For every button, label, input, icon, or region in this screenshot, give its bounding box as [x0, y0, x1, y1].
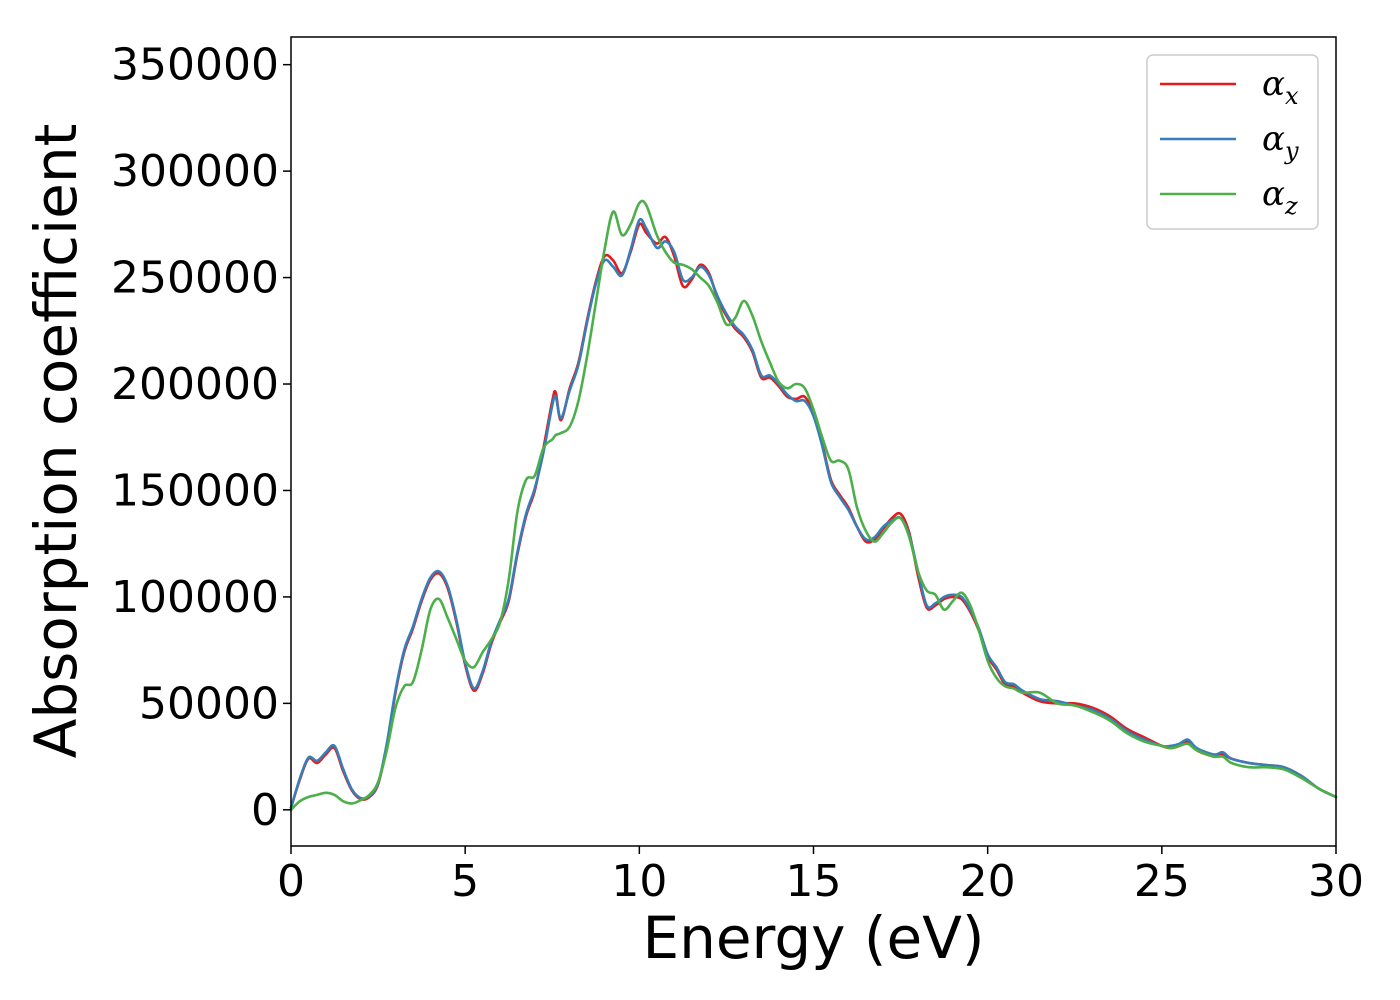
series-line-y: [289, 217, 1338, 809]
x-tick-label: 0: [277, 856, 305, 907]
y-tick-label: 200000: [111, 359, 279, 410]
x-tick-label: 5: [451, 856, 479, 907]
legend-box: [1146, 54, 1319, 230]
series-line-x: [289, 222, 1338, 809]
x-tick-label: 30: [1308, 856, 1364, 907]
y-tick-label: 350000: [111, 40, 279, 91]
y-tick-label: 0: [251, 785, 279, 836]
x-tick-label: 15: [786, 856, 842, 907]
y-tick-label: 300000: [111, 146, 279, 197]
x-tick-label: 20: [960, 856, 1016, 907]
y-axis: 0 50000 100000 150000 200000 250000 300000 3500…: [111, 40, 291, 836]
y-tick-label: 50000: [139, 678, 279, 729]
legend: αx αy αz: [1146, 54, 1319, 230]
series-line-z: [289, 199, 1338, 812]
x-tick-label: 10: [611, 856, 667, 907]
x-tick-label: 25: [1134, 856, 1190, 907]
legend-label-x: αx: [1262, 64, 1299, 110]
y-tick-label: 150000: [111, 465, 279, 516]
x-axis: 0 5 10 15 20 25 30: [277, 846, 1364, 907]
y-axis-title: Absorption coefficient: [22, 124, 90, 759]
y-tick-label: 100000: [111, 572, 279, 623]
legend-label-z: αz: [1262, 174, 1298, 220]
y-tick-label: 250000: [111, 253, 279, 304]
legend-label-y: αy: [1262, 119, 1299, 165]
plot-lines: [289, 199, 1338, 812]
x-axis-title: Energy (eV): [642, 904, 984, 972]
